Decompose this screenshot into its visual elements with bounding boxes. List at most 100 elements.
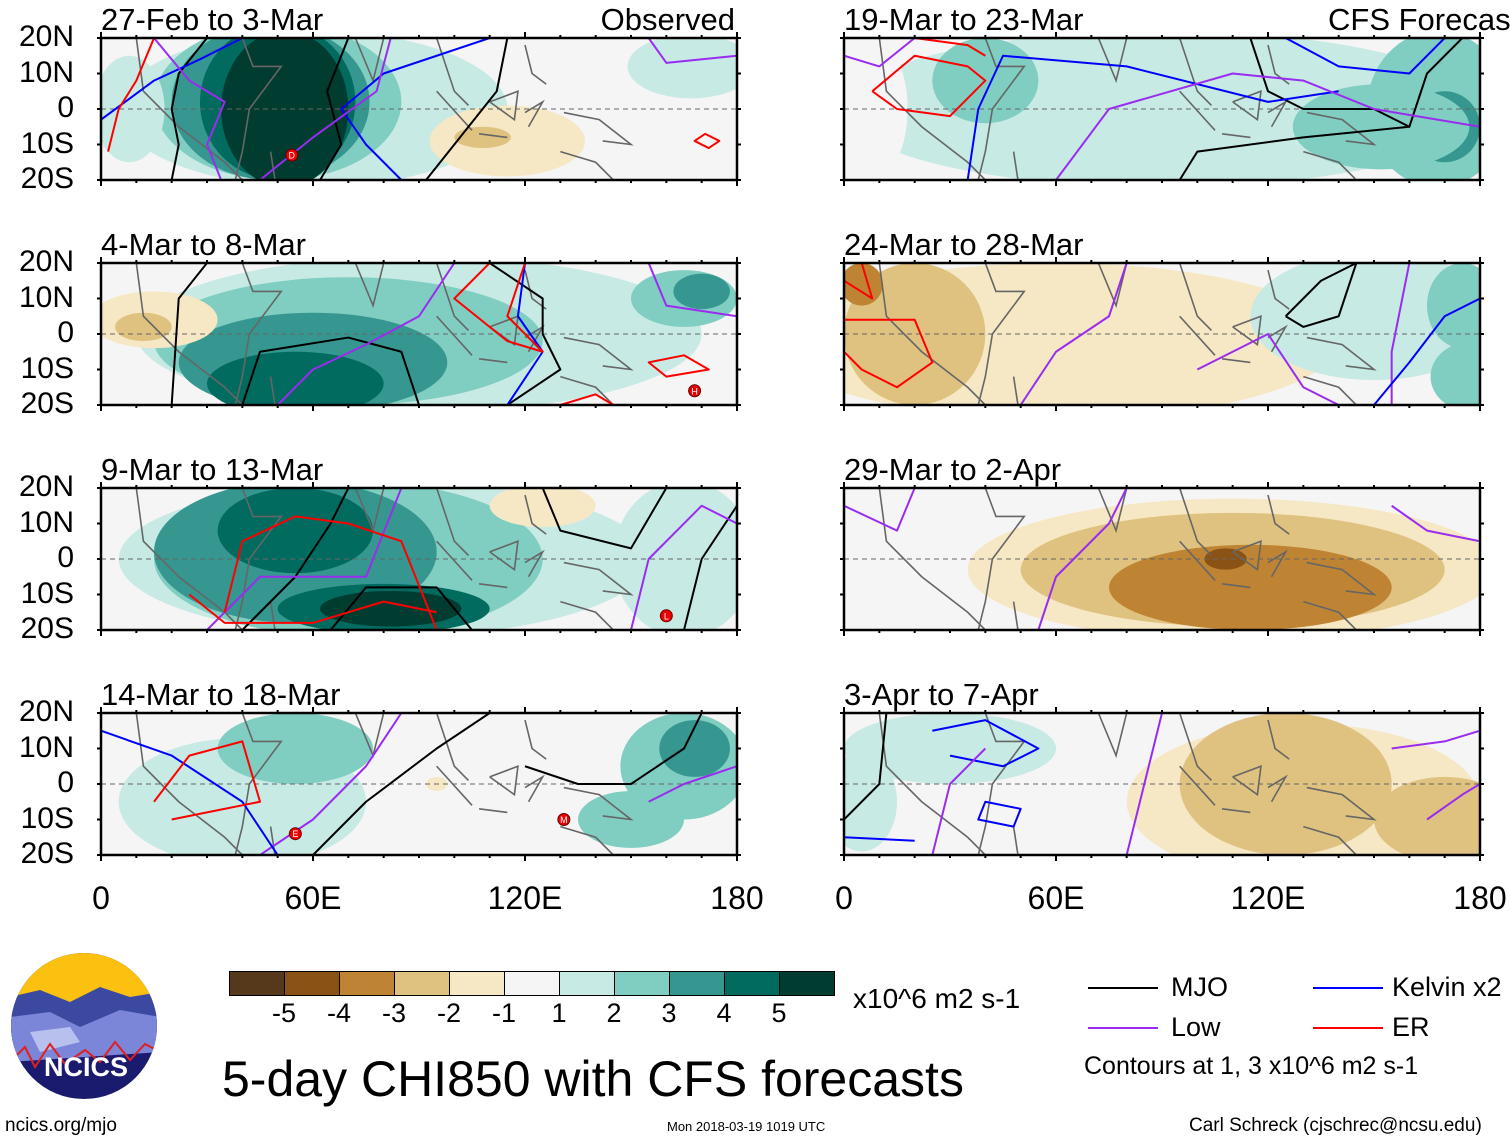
colorbar-tick: 5 (771, 998, 787, 1028)
purple-contour (259, 713, 403, 855)
coastline (478, 358, 508, 364)
black-contour (170, 38, 208, 180)
colorbar-swatch (670, 972, 725, 995)
black-contour (170, 263, 208, 405)
storm-letter: L (664, 611, 669, 621)
purple-contour (276, 263, 456, 405)
purple-contour (1055, 72, 1480, 180)
black-contour (312, 713, 491, 855)
coastline (269, 601, 276, 630)
black-contour (425, 38, 509, 180)
lat-label: 20N (18, 245, 74, 278)
coastline (1097, 38, 1128, 84)
lon-label: 0 (835, 880, 853, 916)
coastline (1179, 315, 1216, 356)
colorbar-swatch (505, 972, 560, 995)
storm-marker: D (285, 148, 299, 162)
coastline (135, 38, 243, 180)
lat-label: 10N (18, 280, 74, 314)
coastline (524, 494, 547, 535)
colorbar-swatch (780, 972, 834, 995)
map-panel: L (97, 482, 741, 636)
coastline (269, 151, 276, 180)
storm-marker: H (688, 384, 702, 398)
purple-contour (153, 38, 226, 180)
panel-title: 3-Apr to 7-Apr (844, 677, 1039, 712)
storm-marker: L (659, 609, 673, 623)
coastline (478, 583, 508, 589)
purple-contour (630, 504, 737, 630)
blue-contour (1373, 297, 1480, 405)
coastline (1097, 713, 1128, 759)
coastline (1221, 808, 1251, 814)
red-contour (223, 515, 438, 630)
black-contour (1284, 263, 1358, 328)
storm-marker: E (288, 827, 302, 841)
coastline (560, 375, 614, 405)
lat-label: 0 (57, 91, 74, 124)
coastline (1097, 263, 1128, 309)
red-contour (107, 38, 155, 152)
anomaly-region (217, 488, 374, 574)
colorbar (229, 971, 835, 996)
lat-label: 10N (18, 505, 74, 539)
lat-label: 20S (20, 612, 74, 645)
blue-contour (101, 38, 243, 121)
coastline (234, 263, 283, 405)
anomaly-region (673, 273, 730, 310)
map-panel (840, 32, 1484, 186)
coastline (1178, 713, 1213, 782)
anomaly-region (207, 351, 384, 405)
anomaly-region (320, 590, 462, 627)
coastline (1267, 494, 1290, 535)
coastline (1221, 583, 1251, 589)
coastline (977, 488, 1026, 630)
coastline (524, 99, 545, 128)
coastline (489, 90, 519, 122)
footer-timestamp: Mon 2018-03-19 1019 UTC (667, 1119, 826, 1134)
coastline (1178, 488, 1213, 557)
purple-contour (1391, 504, 1480, 543)
storm-letter: M (560, 815, 568, 825)
panel-title: 19-Mar to 23-Mar (844, 2, 1084, 37)
blue-contour (1285, 38, 1446, 75)
coastline (1306, 336, 1377, 371)
blue-contour (506, 263, 544, 405)
coastline (478, 808, 508, 814)
map-panel (840, 707, 1484, 861)
coastline (1267, 269, 1290, 310)
lat-label: 20N (18, 20, 74, 53)
red-contour (188, 593, 437, 624)
coastline (1232, 315, 1262, 347)
map-panel: D (97, 32, 741, 186)
footer-url[interactable]: ncics.org/mjo (5, 1115, 117, 1136)
lat-label: 10S (20, 576, 74, 610)
colorbar-tick: -2 (436, 998, 462, 1028)
coastline (563, 561, 634, 596)
black-contour (524, 713, 703, 785)
purple-contour (1391, 729, 1480, 750)
legend-er-label: ER (1392, 1012, 1430, 1042)
colorbar-tick: -4 (326, 998, 352, 1028)
coastline (489, 765, 519, 797)
coastline (563, 336, 634, 371)
coastline (524, 44, 547, 85)
coastline (1179, 765, 1216, 806)
lon-label: 120E (1230, 880, 1306, 916)
anomaly-region (454, 126, 511, 149)
coastline (1303, 375, 1357, 405)
legend-mjo-label: MJO (1171, 972, 1228, 1002)
red-contour (914, 38, 986, 57)
coastline (1232, 765, 1262, 797)
red-contour (844, 318, 934, 389)
coastline (977, 38, 1026, 180)
black-contour (489, 263, 562, 405)
coastline (1267, 774, 1288, 803)
coastline (135, 713, 243, 855)
black-contour (329, 586, 473, 630)
colorbar-tick: -5 (271, 998, 297, 1028)
coastline (1306, 561, 1377, 596)
coastline (269, 376, 276, 405)
coastline (436, 315, 473, 356)
lon-label: 60E (284, 880, 342, 916)
